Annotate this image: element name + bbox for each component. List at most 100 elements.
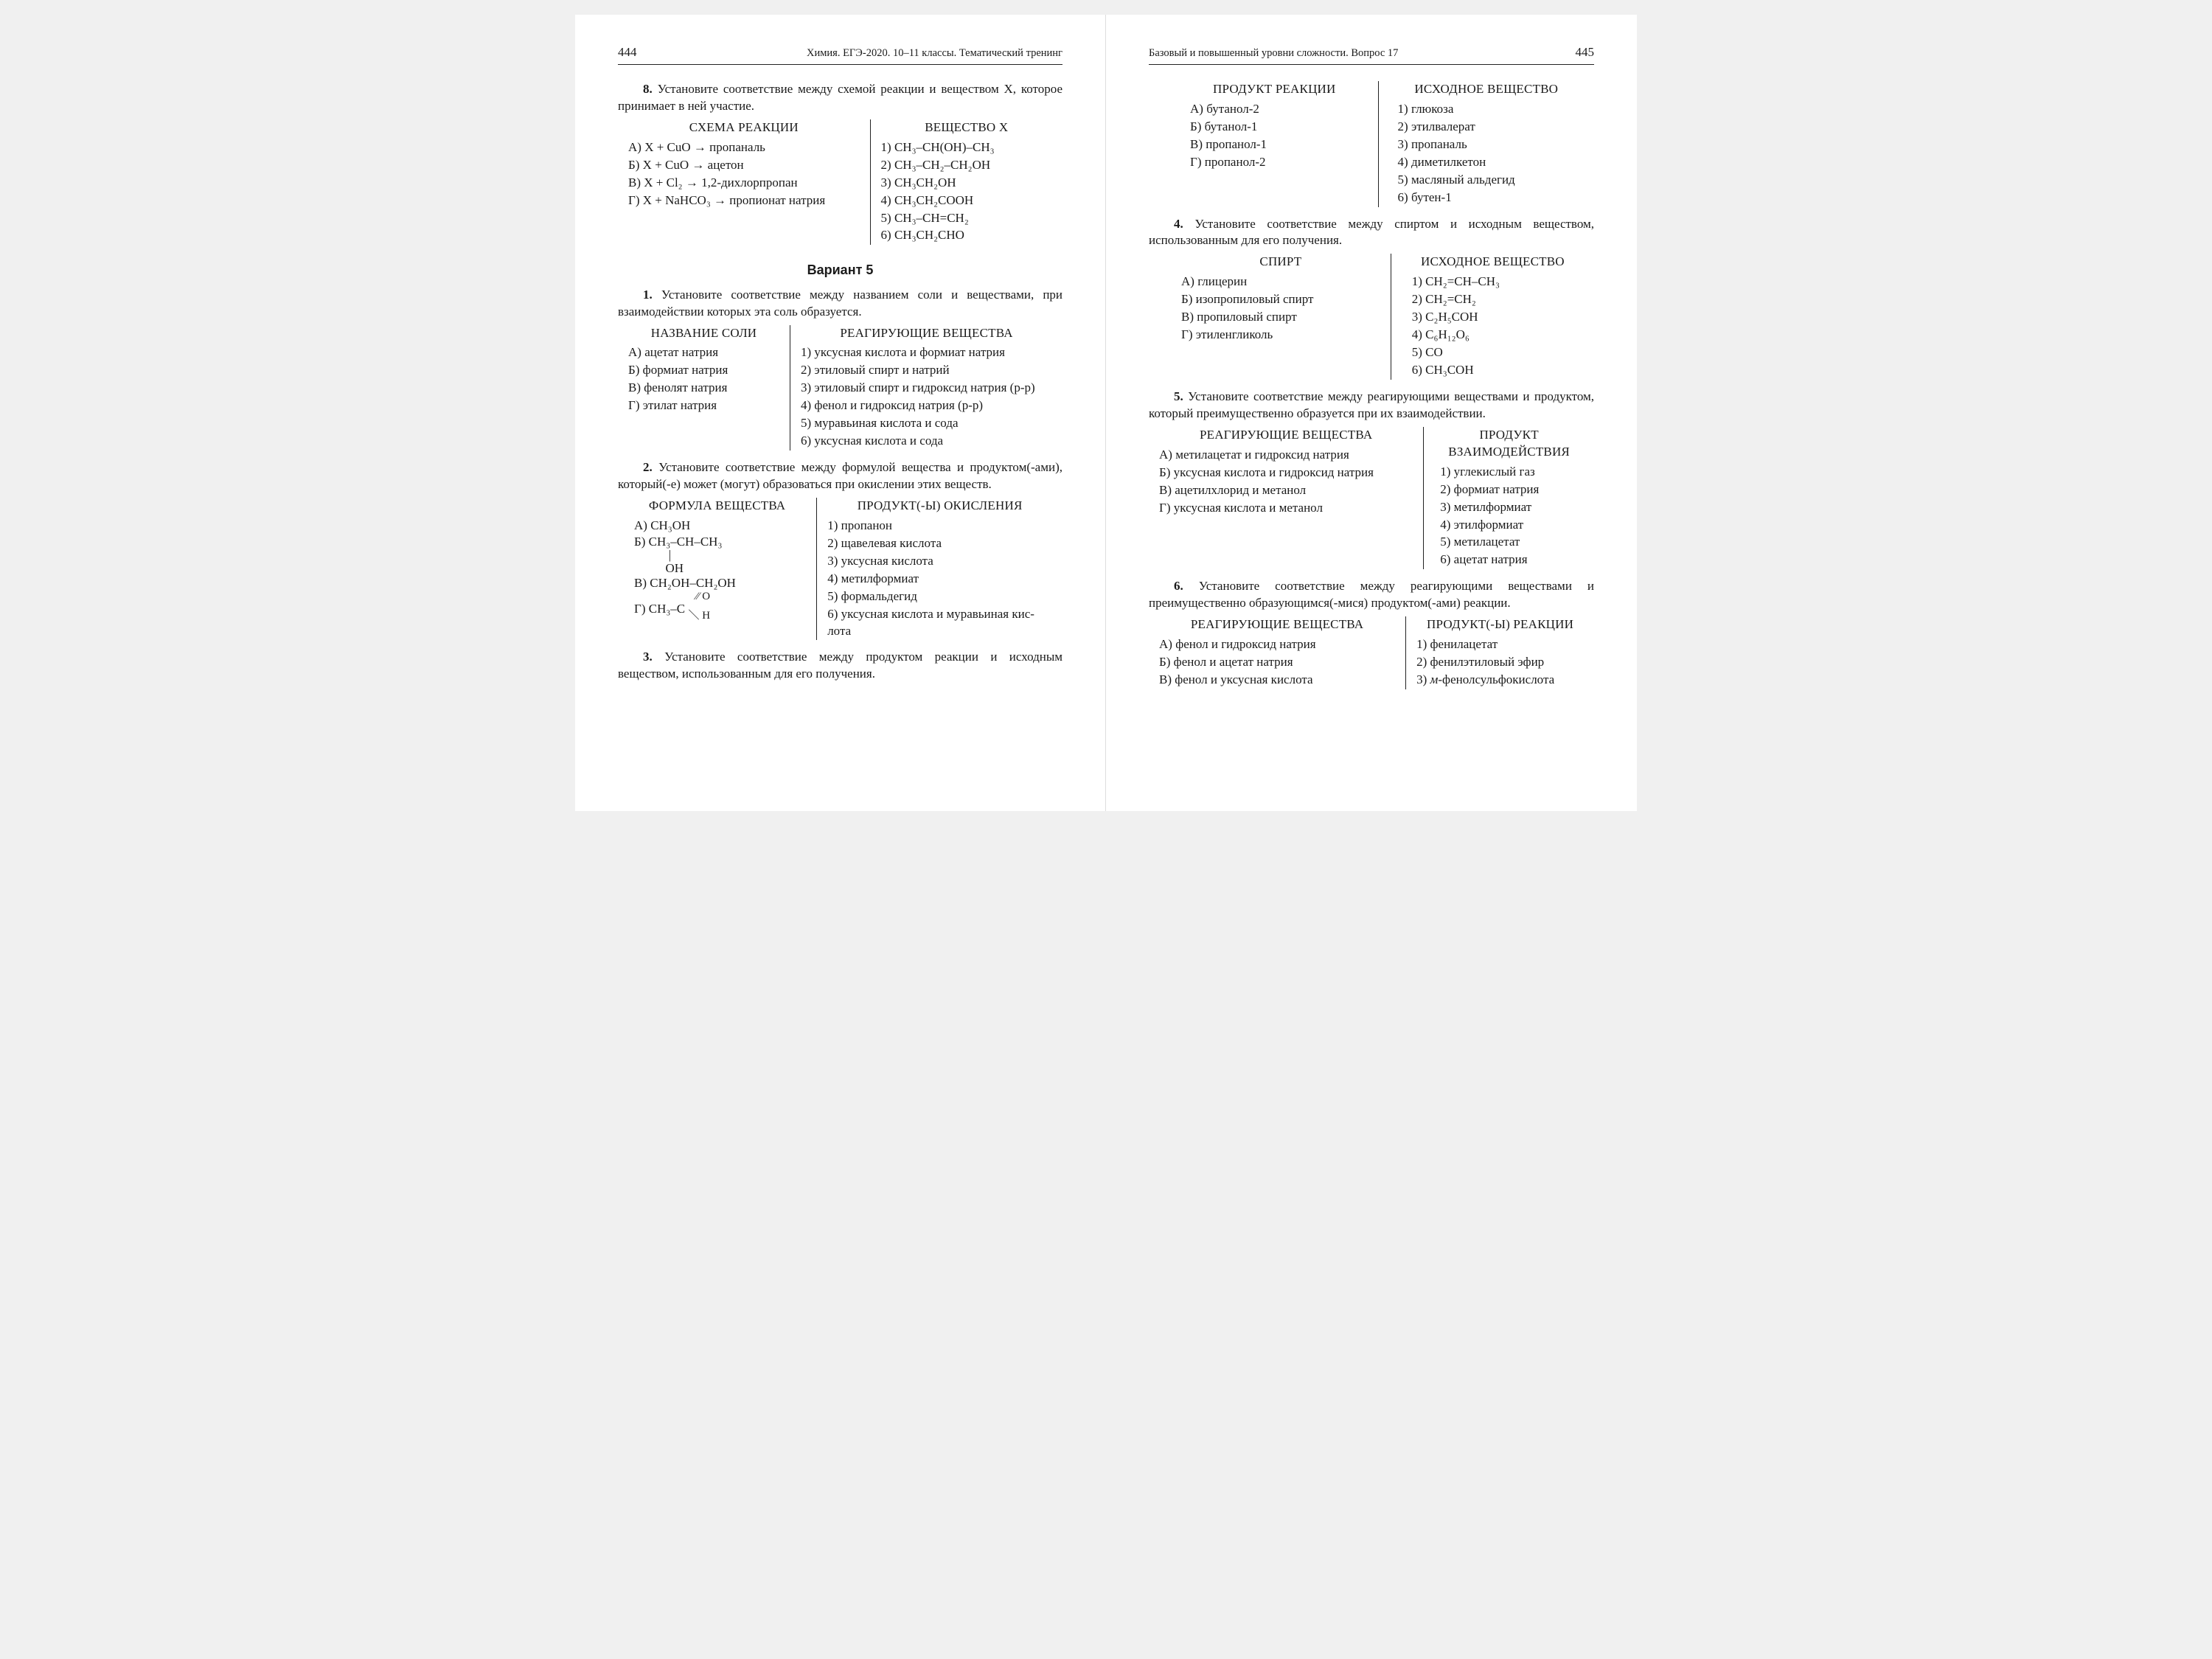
list-item: 4) фенол и гидроксид натрия (р-р) <box>801 397 1052 414</box>
q4-left-title: СПИРТ <box>1181 254 1380 271</box>
q3-left-title: ПРОДУКТ РЕАКЦИИ <box>1181 81 1368 98</box>
running-head-right: Базовый и повышенный уровни сложности. В… <box>1149 44 1594 65</box>
variant-header: Вариант 5 <box>618 261 1062 279</box>
list-item: 1) пропанон <box>827 518 1052 535</box>
running-title: Химия. ЕГЭ-2020. 10–11 классы. Тематичес… <box>807 46 1062 61</box>
list-item: А) фенол и гидроксид натрия <box>1159 636 1395 653</box>
list-item: 1) фенилацетат <box>1416 636 1584 653</box>
running-title: Базовый и повышенный уровни сложности. В… <box>1149 46 1398 61</box>
list-item: Б) CH₃–CH–CH₃ | OH <box>634 535 806 575</box>
list-item: 3) метилформиат <box>1440 499 1584 516</box>
q1-right-list: 1) уксусная кислота и формиат натрия 2) … <box>801 344 1052 450</box>
q8-columns: СХЕМА РЕАКЦИИ А) X + CuO → пропаналь Б) … <box>618 119 1062 246</box>
q6-right-list: 1) фенилацетат 2) фенилэтиловый эфир 3) … <box>1416 636 1584 689</box>
q6-left-list: А) фенол и гидроксид натрия Б) фенол и а… <box>1159 636 1395 689</box>
list-item: В) пропанол-1 <box>1190 136 1368 153</box>
list-item: В) фенол и уксусная кислота <box>1159 672 1395 689</box>
list-item: 1) глюкоза <box>1398 101 1584 118</box>
running-head-left: 444 Химия. ЕГЭ-2020. 10–11 классы. Темат… <box>618 44 1062 65</box>
list-item: 4) этилформиат <box>1440 517 1584 534</box>
list-item: 4) CH₃CH₂COOH <box>881 192 1052 209</box>
list-item: 3) м-фенолсульфокислота <box>1416 672 1584 689</box>
list-item: 3) C₂H₅COH <box>1412 309 1584 326</box>
list-item: Г) CH₃–C ⁄⁄ O ＼ H <box>634 593 806 625</box>
q2-left-title: ФОРМУЛА ВЕЩЕСТВА <box>628 498 806 515</box>
list-item: 5) CH₃–CH=CH₂ <box>881 210 1052 227</box>
list-item: В) X + Cl₂ → 1,2-дихлорпропан <box>628 175 860 192</box>
list-item: 2) CH₃–CH₂–CH₂OH <box>881 157 1052 174</box>
q1-left-title: НАЗВАНИЕ СОЛИ <box>628 325 779 342</box>
q8-intro: 8. Установите соответствие между схемой … <box>618 81 1062 115</box>
list-item: 5) метилацетат <box>1440 534 1584 551</box>
list-item: Г) этиленгликоль <box>1181 327 1380 344</box>
q5-left-title: РЕАГИРУЮЩИЕ ВЕЩЕСТВА <box>1159 427 1413 444</box>
list-item: 6) уксусная кислота и муравьиная кис- ло… <box>827 606 1052 640</box>
q8-right-list: 1) CH₃–CH(OH)–CH₃ 2) CH₃–CH₂–CH₂OH 3) CH… <box>881 139 1052 245</box>
q2-left-list: А) CH₃OH Б) CH₃–CH–CH₃ | OH В) CH₂OH–CH₂… <box>628 518 806 626</box>
q6-intro: 6. Установите соответствие между реагиру… <box>1149 578 1594 612</box>
q8-left-list: А) X + CuO → пропаналь Б) X + CuO → ацет… <box>628 139 860 209</box>
list-item: 6) ацетат натрия <box>1440 552 1584 568</box>
q6-left-title: РЕАГИРУЮЩИЕ ВЕЩЕСТВА <box>1159 616 1395 633</box>
list-item: 4) диметилкетон <box>1398 154 1584 171</box>
page-number: 445 <box>1576 44 1595 61</box>
q2-right-title: ПРОДУКТ(-Ы) ОКИСЛЕНИЯ <box>827 498 1052 515</box>
list-item: А) CH₃OH <box>634 518 806 535</box>
list-item: 2) формиат натрия <box>1440 481 1584 498</box>
q3-right-list: 1) глюкоза 2) этилвалерат 3) пропаналь 4… <box>1389 101 1584 206</box>
q1-right-title: РЕАГИРУЮЩИЕ ВЕЩЕСТВА <box>801 325 1052 342</box>
q1-intro: 1. Установите соответствие между названи… <box>618 287 1062 321</box>
q5-columns: РЕАГИРУЮЩИЕ ВЕЩЕСТВА А) метилацетат и ги… <box>1149 427 1594 570</box>
q8-right-title: ВЕЩЕСТВО X <box>881 119 1052 136</box>
list-item: 4) метилформиат <box>827 571 1052 588</box>
q1-columns: НАЗВАНИЕ СОЛИ А) ацетат натрия Б) формиа… <box>618 325 1062 451</box>
list-item: 3) уксусная кислота <box>827 553 1052 570</box>
q4-left-list: А) глицерин Б) изопропиловый спирт В) пр… <box>1181 274 1380 344</box>
list-item: 2) CH₂=CH₂ <box>1412 291 1584 308</box>
q6-right-title: ПРОДУКТ(-Ы) РЕАКЦИИ <box>1416 616 1584 633</box>
list-item: 6) CH₃COH <box>1412 362 1584 379</box>
q4-right-list: 1) CH₂=CH–CH₃ 2) CH₂=CH₂ 3) C₂H₅COH 4) C… <box>1402 274 1584 379</box>
list-item: 5) формальдегид <box>827 588 1052 605</box>
q4-columns: СПИРТ А) глицерин Б) изопропиловый спирт… <box>1171 254 1594 380</box>
page-445: Базовый и повышенный уровни сложности. В… <box>1106 15 1637 811</box>
q3-left-list: А) бутанол-2 Б) бутанол-1 В) пропанол-1 … <box>1181 101 1368 171</box>
page-spread: 444 Химия. ЕГЭ-2020. 10–11 классы. Темат… <box>0 0 2212 826</box>
list-item: 5) CO <box>1412 344 1584 361</box>
page-444: 444 Химия. ЕГЭ-2020. 10–11 классы. Темат… <box>575 15 1106 811</box>
page-number: 444 <box>618 44 637 61</box>
list-item: 2) этилвалерат <box>1398 119 1584 136</box>
q4-intro: 4. Установите соответствие между спиртом… <box>1149 216 1594 250</box>
list-item: А) глицерин <box>1181 274 1380 291</box>
list-item: В) пропиловый спирт <box>1181 309 1380 326</box>
q4-right-title: ИСХОДНОЕ ВЕЩЕСТВО <box>1402 254 1584 271</box>
list-item: 1) CH₂=CH–CH₃ <box>1412 274 1584 291</box>
list-item: А) метилацетат и гидроксид натрия <box>1159 447 1413 464</box>
list-item: Б) изопропиловый спирт <box>1181 291 1380 308</box>
list-item: 2) фенилэтиловый эфир <box>1416 654 1584 671</box>
q3-right-title: ИСХОДНОЕ ВЕЩЕСТВО <box>1389 81 1584 98</box>
list-item: 5) муравьиная кислота и сода <box>801 415 1052 432</box>
list-item: Б) бутанол-1 <box>1190 119 1368 136</box>
list-item: 6) бутен-1 <box>1398 189 1584 206</box>
list-item: 4) C₆H₁₂O₆ <box>1412 327 1584 344</box>
list-item: Г) пропанол-2 <box>1190 154 1368 171</box>
list-item: 2) щавелевая кислота <box>827 535 1052 552</box>
list-item: Б) уксусная кислота и гидроксид натрия <box>1159 465 1413 481</box>
list-item: В) ацетилхлорид и метанол <box>1159 482 1413 499</box>
list-item: А) X + CuO → пропаналь <box>628 139 860 156</box>
q5-left-list: А) метилацетат и гидроксид натрия Б) укс… <box>1159 447 1413 517</box>
list-item: 1) углекислый газ <box>1440 464 1584 481</box>
list-item: В) фенолят натрия <box>628 380 779 397</box>
list-item: 2) этиловый спирт и натрий <box>801 362 1052 379</box>
list-item: А) бутанол-2 <box>1190 101 1368 118</box>
list-item: Г) этилат натрия <box>628 397 779 414</box>
q3-intro: 3. Установите соответствие между продукт… <box>618 649 1062 683</box>
q3-columns: ПРОДУКТ РЕАКЦИИ А) бутанол-2 Б) бутанол-… <box>1171 81 1594 207</box>
list-item: В) CH₂OH–CH₂OH <box>634 575 806 592</box>
q5-right-list: 1) углекислый газ 2) формиат натрия 3) м… <box>1434 464 1584 569</box>
q2-intro: 2. Установите соответствие между формуло… <box>618 459 1062 493</box>
q2-columns: ФОРМУЛА ВЕЩЕСТВА А) CH₃OH Б) CH₃–CH–CH₃ … <box>618 498 1062 641</box>
list-item: Г) X + NaHCO₃ → пропионат натрия <box>628 192 860 209</box>
list-item: 3) этиловый спирт и гидроксид натрия (р-… <box>801 380 1052 397</box>
